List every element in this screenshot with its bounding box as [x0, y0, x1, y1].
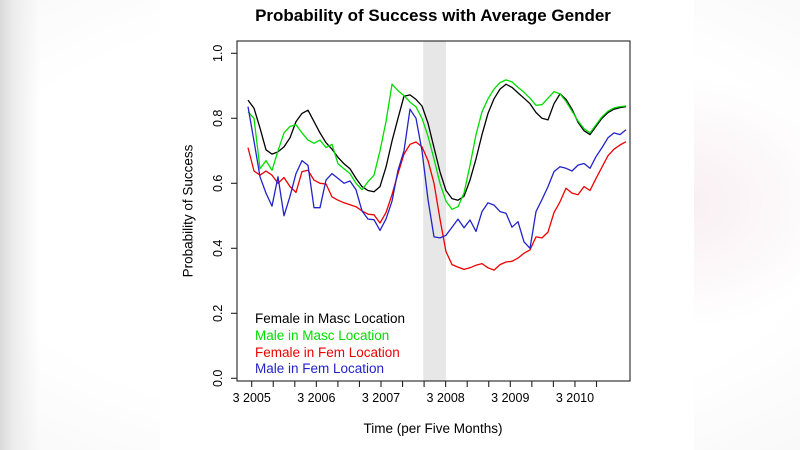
- y-tick-label: 0.6: [211, 175, 225, 192]
- series-line-male-in-fem-location: [247, 106, 627, 249]
- plot-frame: [236, 40, 631, 382]
- x-tick-label: 3 2009: [491, 391, 529, 405]
- y-tick-label: 0.0: [211, 370, 225, 387]
- legend-entry-female-in-masc-location: Female in Masc Location: [255, 311, 406, 326]
- y-tick-label: 0.2: [211, 305, 225, 322]
- y-tick-label: 0.4: [211, 240, 225, 257]
- series-line-male-in-masc-location: [247, 79, 627, 210]
- legend-entry-male-in-masc-location: Male in Masc Location: [255, 327, 390, 343]
- x-tick-label: 3 2007: [362, 391, 400, 405]
- x-tick-label: 3 2005: [233, 391, 271, 405]
- chart-title: Probability of Success with Average Gend…: [255, 6, 611, 25]
- x-tick-label: 3 2010: [556, 391, 594, 405]
- y-tick-label: 0.8: [211, 110, 225, 127]
- x-axis-title: Time (per Five Months): [363, 421, 503, 436]
- x-tick-label: 3 2008: [427, 391, 465, 405]
- series-line-female-in-fem-location: [247, 141, 627, 271]
- legend-entry-male-in-fem-location: Male in Fem Location: [255, 361, 385, 377]
- y-tick-label: 1.0: [211, 45, 225, 62]
- y-axis-title: Probability of Success: [180, 144, 196, 278]
- highlight-band: [423, 41, 446, 381]
- legend: Female in Masc Location Male in Masc Loca…: [255, 311, 405, 378]
- x-tick-label: 3 2006: [297, 391, 335, 405]
- legend-entry-female-in-fem-location: Female in Fem Location: [255, 344, 400, 360]
